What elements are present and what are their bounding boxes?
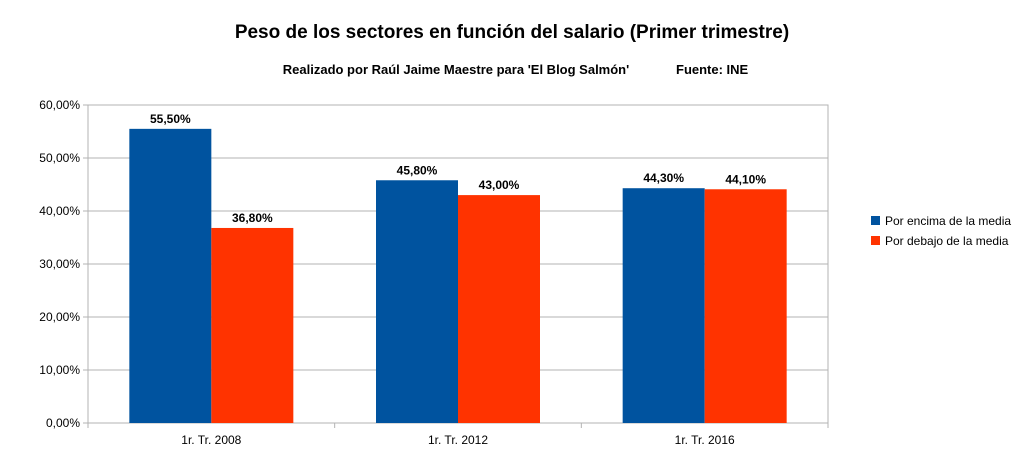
data-label: 44,30% — [643, 171, 684, 185]
x-tick-label: 1r. Tr. 2012 — [428, 433, 488, 447]
data-label: 44,10% — [725, 172, 766, 186]
chart-source: Fuente: INE — [676, 62, 749, 77]
y-tick-label: 10,00% — [39, 363, 80, 377]
y-tick-label: 0,00% — [46, 416, 80, 430]
legend-label: Por debajo de la media — [885, 234, 1009, 248]
x-axis-ticks: 1r. Tr. 2008 1r. Tr. 2012 1r. Tr. 2016 — [87, 423, 829, 447]
data-label: 45,80% — [397, 163, 438, 177]
x-tick-label: 1r. Tr. 2016 — [675, 433, 735, 447]
y-tick-label: 60,00% — [39, 98, 80, 112]
data-label: 36,80% — [232, 211, 273, 225]
data-labels: 55,50% 36,80% 45,80% 43,00% 44,30% 44,10% — [150, 112, 766, 225]
bar — [211, 227, 294, 423]
bar — [704, 189, 787, 423]
bar — [622, 188, 705, 423]
bar — [129, 128, 212, 423]
chart-title: Peso de los sectores en función del sala… — [235, 22, 789, 43]
y-tick-label: 20,00% — [39, 310, 80, 324]
y-axis-ticks: 0,00% 10,00% 20,00% 30,00% 40,00% 50,00% 60,00… — [39, 98, 88, 430]
legend-swatch — [871, 236, 880, 245]
y-tick-label: 30,00% — [39, 257, 80, 271]
legend-label: Por encima de la media — [885, 214, 1011, 228]
bars — [129, 128, 787, 423]
y-tick-label: 50,00% — [39, 151, 80, 165]
legend: Por encima de la media Por debajo de la m… — [871, 214, 1011, 248]
bar — [376, 180, 458, 423]
legend-swatch — [871, 216, 880, 225]
data-label: 55,50% — [150, 112, 191, 126]
x-tick-label: 1r. Tr. 2008 — [181, 433, 241, 447]
data-label: 43,00% — [479, 178, 520, 192]
y-tick-label: 40,00% — [39, 204, 80, 218]
chart-subtitle: Realizado por Raúl Jaime Maestre para 'E… — [283, 62, 629, 77]
bar — [458, 195, 540, 423]
